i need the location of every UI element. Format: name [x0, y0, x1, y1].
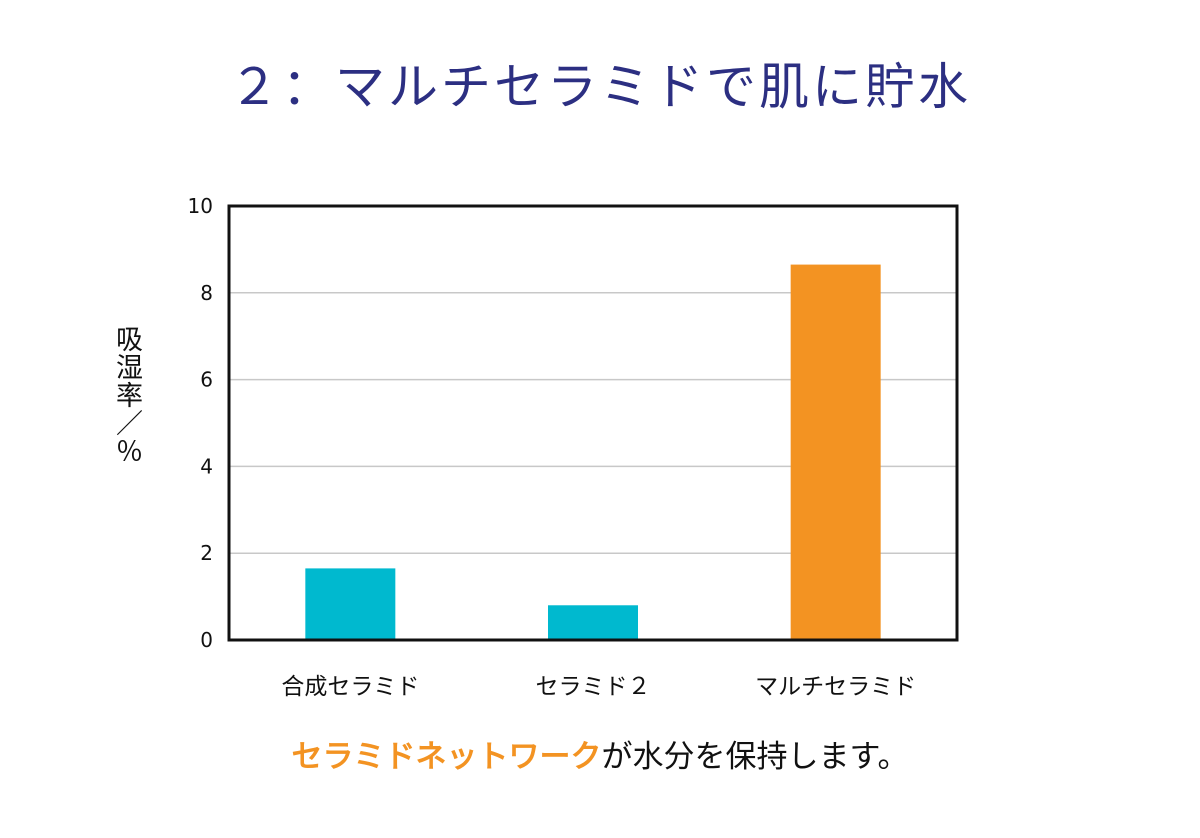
bar — [548, 605, 638, 640]
caption-highlight: セラミドネットワーク — [291, 739, 602, 775]
y-tick-label: 2 — [200, 541, 213, 565]
y-tick-label: 0 — [200, 628, 213, 652]
category-label: マルチセラミド — [755, 674, 916, 700]
y-axis-label: 吸湿率／％ — [111, 325, 142, 465]
chart-title: ２：マルチセラミドで肌に貯水 — [229, 58, 971, 116]
y-tick-label: 4 — [200, 454, 213, 478]
y-tick-label: 10 — [188, 194, 213, 218]
caption-text: が水分を保持します。 — [601, 739, 909, 775]
bar — [790, 264, 881, 640]
plot-frame — [227, 204, 959, 642]
y-tick-label: 8 — [200, 281, 213, 305]
category-label: セラミド２ — [536, 674, 651, 700]
caption: セラミドネットワークが水分を保持します。 — [0, 735, 1200, 779]
y-tick-labels: 0 2 4 6 8 10 — [188, 194, 213, 652]
category-labels: 合成セラミド セラミド２ マルチセラミド — [281, 674, 916, 700]
y-tick-label: 6 — [200, 368, 213, 392]
bar — [305, 568, 396, 640]
bars — [305, 264, 881, 640]
category-label: 合成セラミド — [281, 674, 419, 700]
